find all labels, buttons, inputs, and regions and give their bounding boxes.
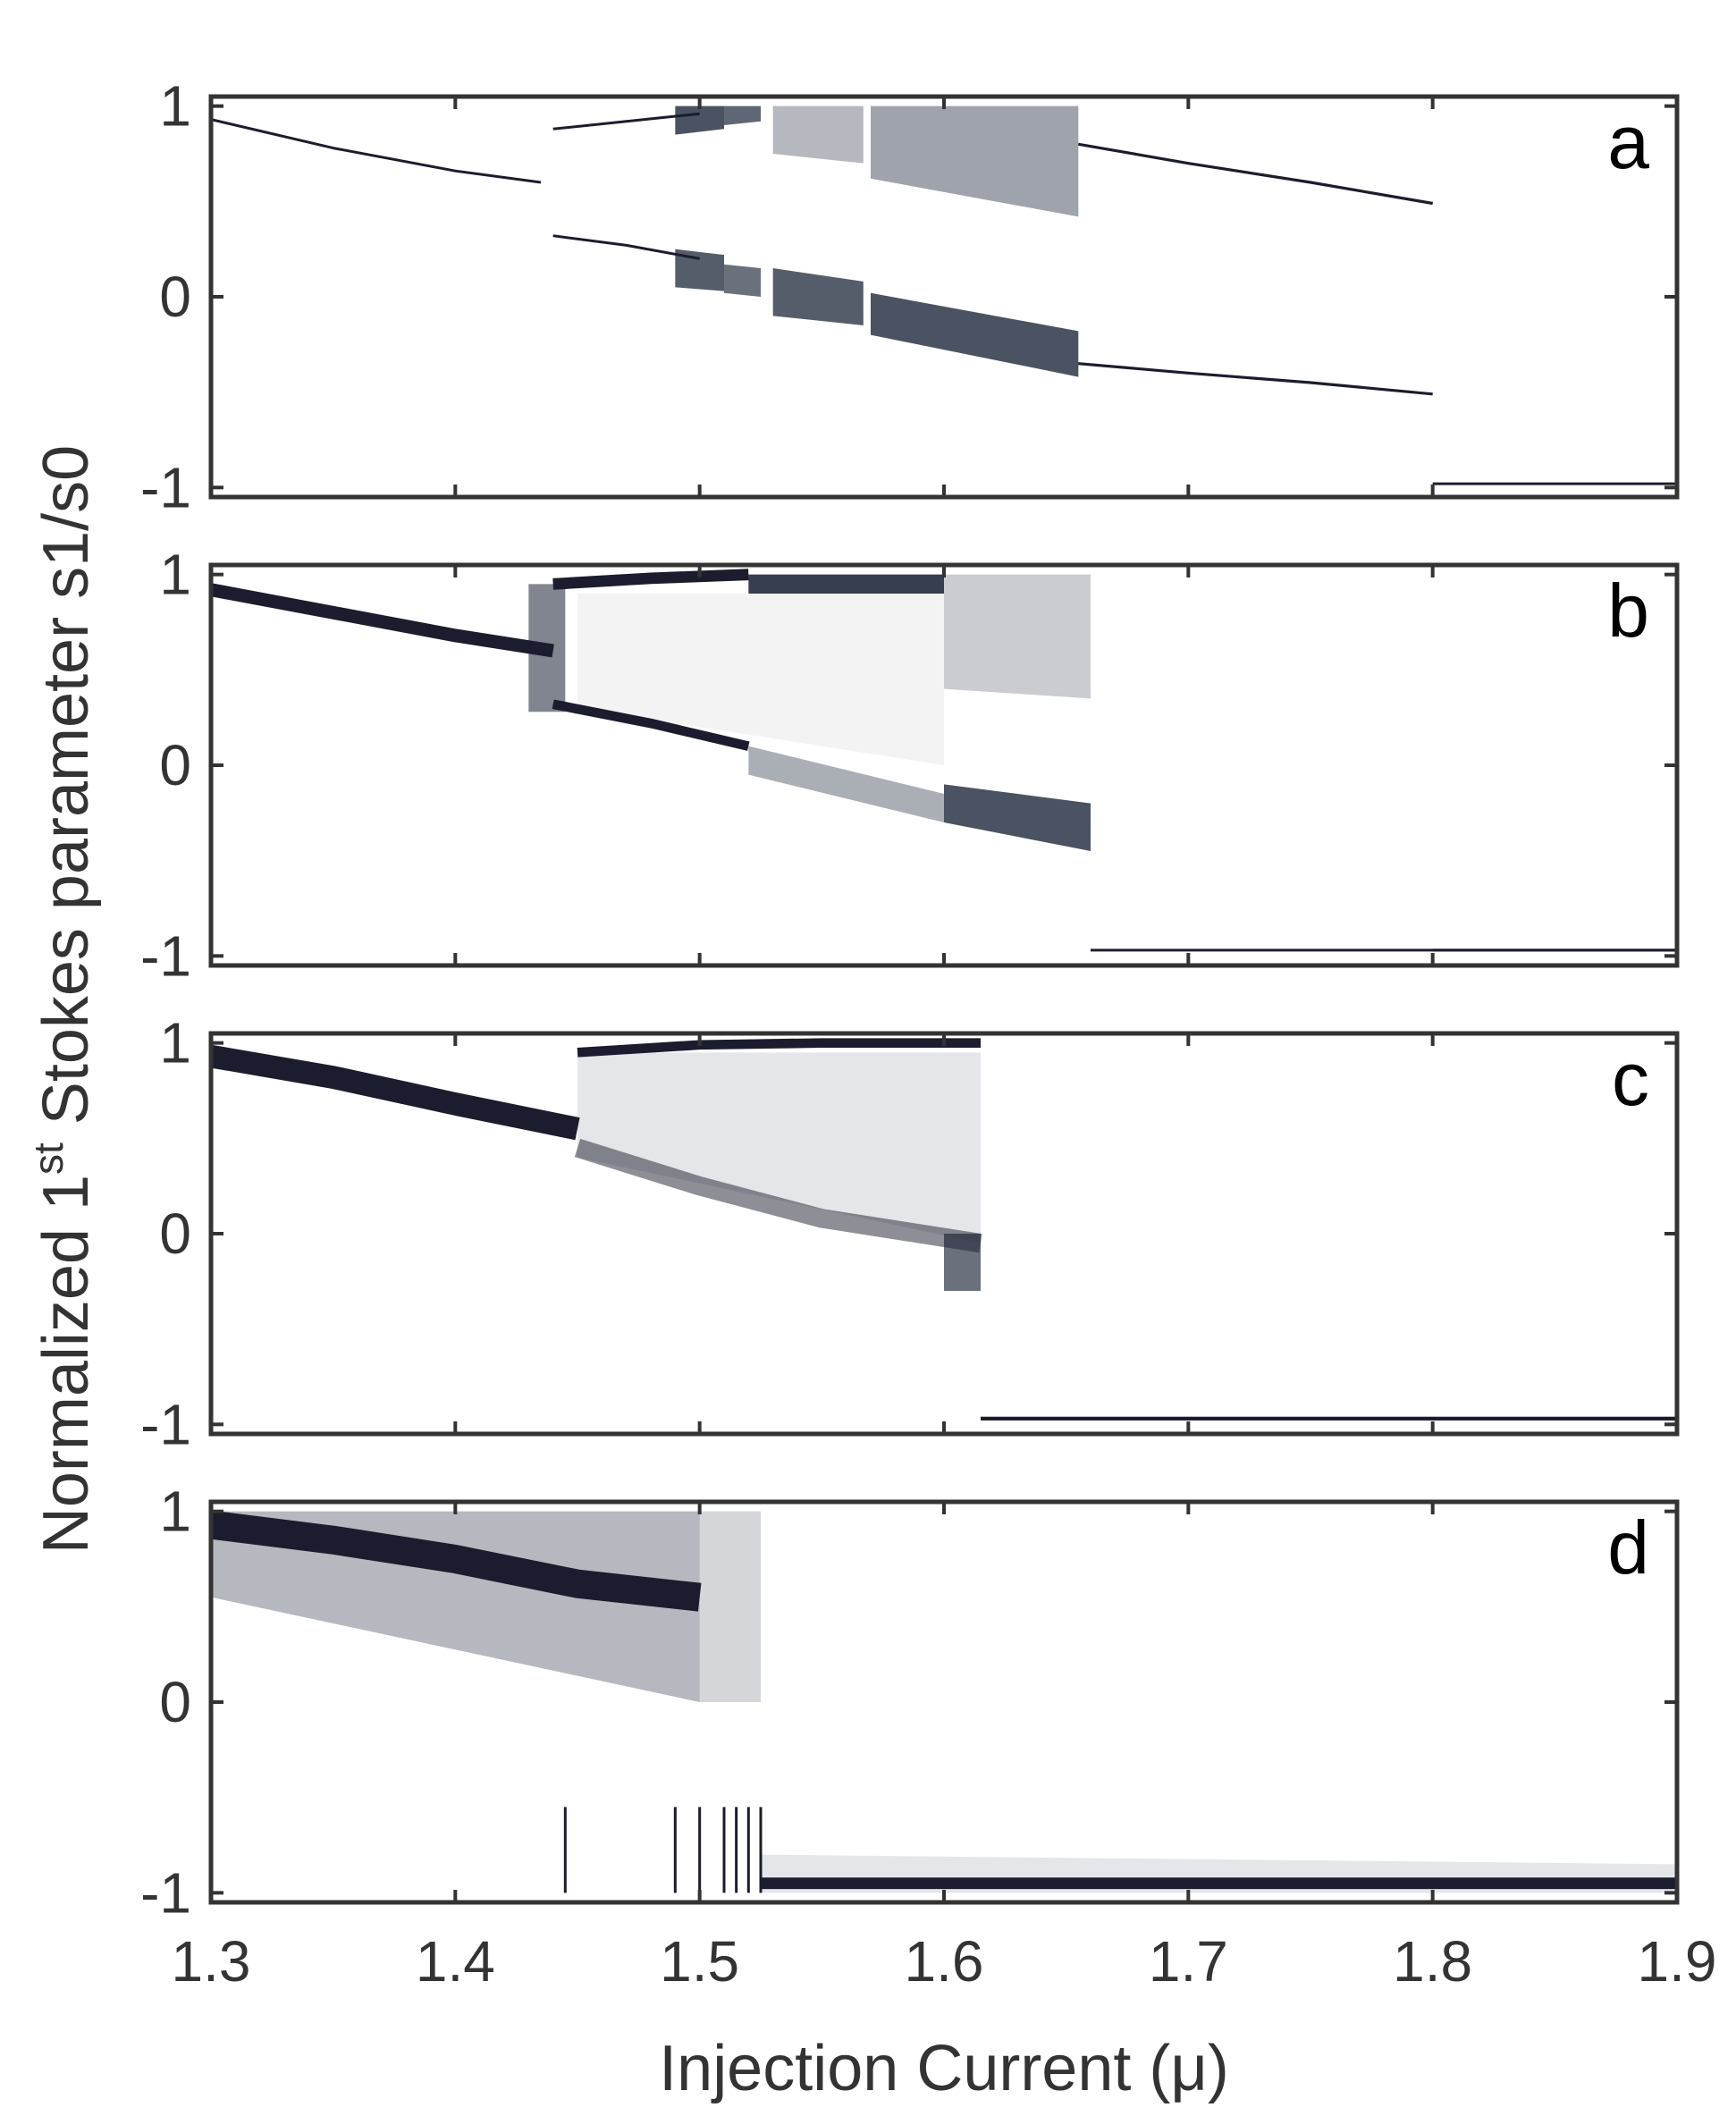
panel-d: 1 0 -1 d xyxy=(140,1480,1680,1925)
panel-b-ytick-label-0: 1 xyxy=(159,543,191,607)
panel-d-ytick-label-1: 0 xyxy=(159,1670,191,1734)
panel-b-branch-1 xyxy=(552,569,749,590)
x-tick-label-0: 1.3 xyxy=(172,1929,251,1994)
panel-a-letter: a xyxy=(1607,100,1649,184)
panel-d-band-0 xyxy=(211,1511,700,1702)
panel-a: 1 0 -1 a xyxy=(140,74,1680,519)
x-tick-label-1: 1.4 xyxy=(416,1929,495,1994)
panel-d-ytick-label-0: 1 xyxy=(159,1480,191,1544)
x-tick-labels: 1.3 1.4 1.5 1.6 1.7 1.8 1.9 xyxy=(172,1929,1717,1994)
panel-d-band-1 xyxy=(699,1511,761,1702)
panel-a-branch-1 xyxy=(552,112,700,131)
panel-a-band-6 xyxy=(871,105,1079,217)
panel-c-ytick-label-0: 1 xyxy=(159,1011,191,1075)
panel-b-ytick-label-1: 0 xyxy=(159,733,191,797)
y-axis-title-sup: st xyxy=(25,1142,72,1175)
panel-a-branch-3 xyxy=(1078,142,1433,206)
panel-b-band-5 xyxy=(577,594,944,765)
panel-a-band-4 xyxy=(772,105,864,164)
panel-b-ticks: 1 0 -1 xyxy=(140,543,1679,988)
panel-a-branch-4 xyxy=(1078,362,1433,396)
panel-c-branch-1 xyxy=(577,1038,981,1058)
panel-b: 1 0 -1 b xyxy=(140,543,1680,988)
x-tick-label-6: 1.9 xyxy=(1638,1929,1717,1994)
panel-c-branch-0 xyxy=(211,1044,580,1141)
panel-c-letter: c xyxy=(1612,1037,1649,1121)
panel-a-branch-2 xyxy=(552,234,700,260)
x-axis-title: Injection Current (μ) xyxy=(659,2033,1229,2104)
panel-a-ytick-label-1: 0 xyxy=(159,265,191,329)
panel-a-band-1 xyxy=(724,105,761,125)
panel-d-ytick-label-2: -1 xyxy=(140,1860,191,1925)
panel-c-ytick-label-2: -1 xyxy=(140,1392,191,1456)
panel-c: 1 0 -1 c xyxy=(140,1011,1680,1456)
panel-d-data xyxy=(211,1510,1677,1893)
x-tick-label-3: 1.6 xyxy=(905,1929,984,1994)
panel-c-ticks: 1 0 -1 xyxy=(140,1011,1679,1456)
panel-d-branch-0 xyxy=(211,1510,702,1612)
panel-b-ytick-label-2: -1 xyxy=(140,923,191,988)
panel-a-branch-0 xyxy=(211,118,542,184)
panel-a-band-5 xyxy=(772,268,864,325)
panel-a-band-2 xyxy=(675,249,724,291)
panel-d-letter: d xyxy=(1607,1505,1649,1589)
panel-a-band-0 xyxy=(675,105,724,135)
panel-b-letter: b xyxy=(1607,569,1649,653)
x-tick-label-4: 1.7 xyxy=(1149,1929,1228,1994)
panel-b-band-1 xyxy=(748,574,944,594)
panel-a-data xyxy=(211,105,1677,485)
x-tick-label-5: 1.8 xyxy=(1393,1929,1472,1994)
panel-c-band-0 xyxy=(577,1052,981,1243)
panel-b-data xyxy=(211,569,1677,952)
panel-b-band-4 xyxy=(944,784,1091,851)
panel-a-ytick-label-2: -1 xyxy=(140,455,191,519)
panel-c-data xyxy=(211,1038,1677,1421)
panel-b-branch-2 xyxy=(552,699,750,751)
panel-a-ytick-label-0: 1 xyxy=(159,74,191,139)
panel-b-branch-0 xyxy=(211,583,554,658)
y-axis-title-pre: Normalized 1 xyxy=(30,1175,102,1554)
panel-d-ticks: 1 0 -1 xyxy=(140,1480,1679,1925)
x-tick-label-2: 1.5 xyxy=(660,1929,739,1994)
panel-b-band-2 xyxy=(748,746,944,822)
panel-c-ytick-label-1: 0 xyxy=(159,1201,191,1266)
panel-b-band-3 xyxy=(944,574,1091,699)
y-axis-title: Normalized 1st Stokes parameter s1/s0 xyxy=(25,445,102,1554)
panel-a-band-3 xyxy=(724,264,761,297)
panel-a-band-7 xyxy=(871,292,1079,377)
panel-c-branch-2 xyxy=(574,1138,982,1253)
panel-a-ticks: 1 0 -1 xyxy=(140,74,1679,519)
y-axis-title-post: Stokes parameter s1/s0 xyxy=(30,445,102,1142)
